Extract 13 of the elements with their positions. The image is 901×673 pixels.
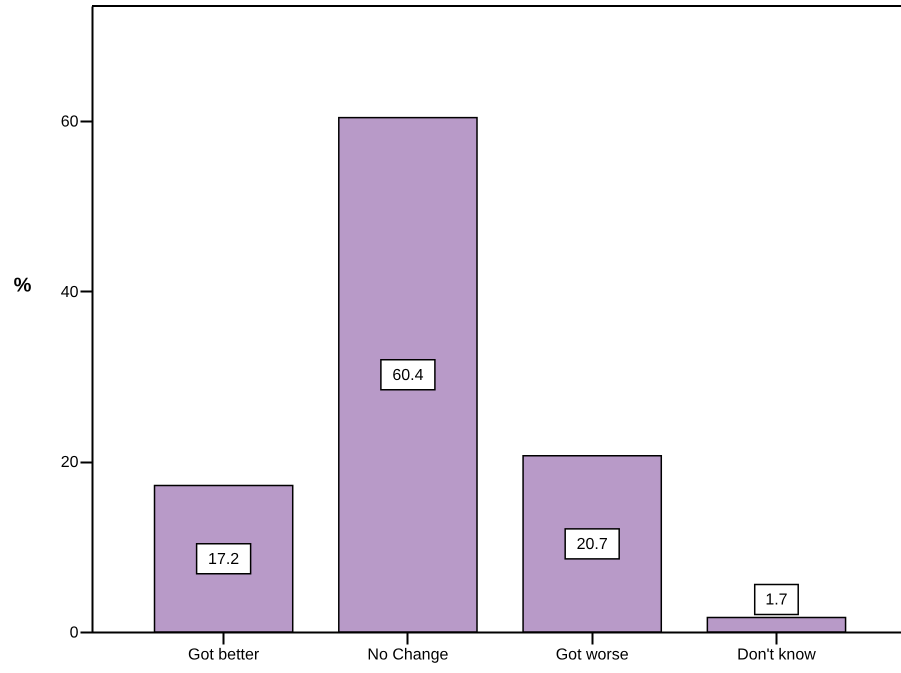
data-label: 60.4 [392,366,424,384]
x-tick-label: Don't know [737,646,816,664]
data-label: 1.7 [765,592,788,609]
x-tick-label: Got worse [556,646,629,664]
data-label: 20.7 [576,536,608,553]
data-label: 17.2 [208,550,240,568]
y-tick-label: 40 [60,284,79,301]
y-axis-title: % [14,274,32,296]
y-tick-label: 0 [70,624,79,642]
y-tick-label: 60 [60,113,79,130]
y-tick-label: 20 [60,454,79,472]
x-tick-label: Got better [188,646,260,664]
x-tick-label: No Change [367,646,448,664]
